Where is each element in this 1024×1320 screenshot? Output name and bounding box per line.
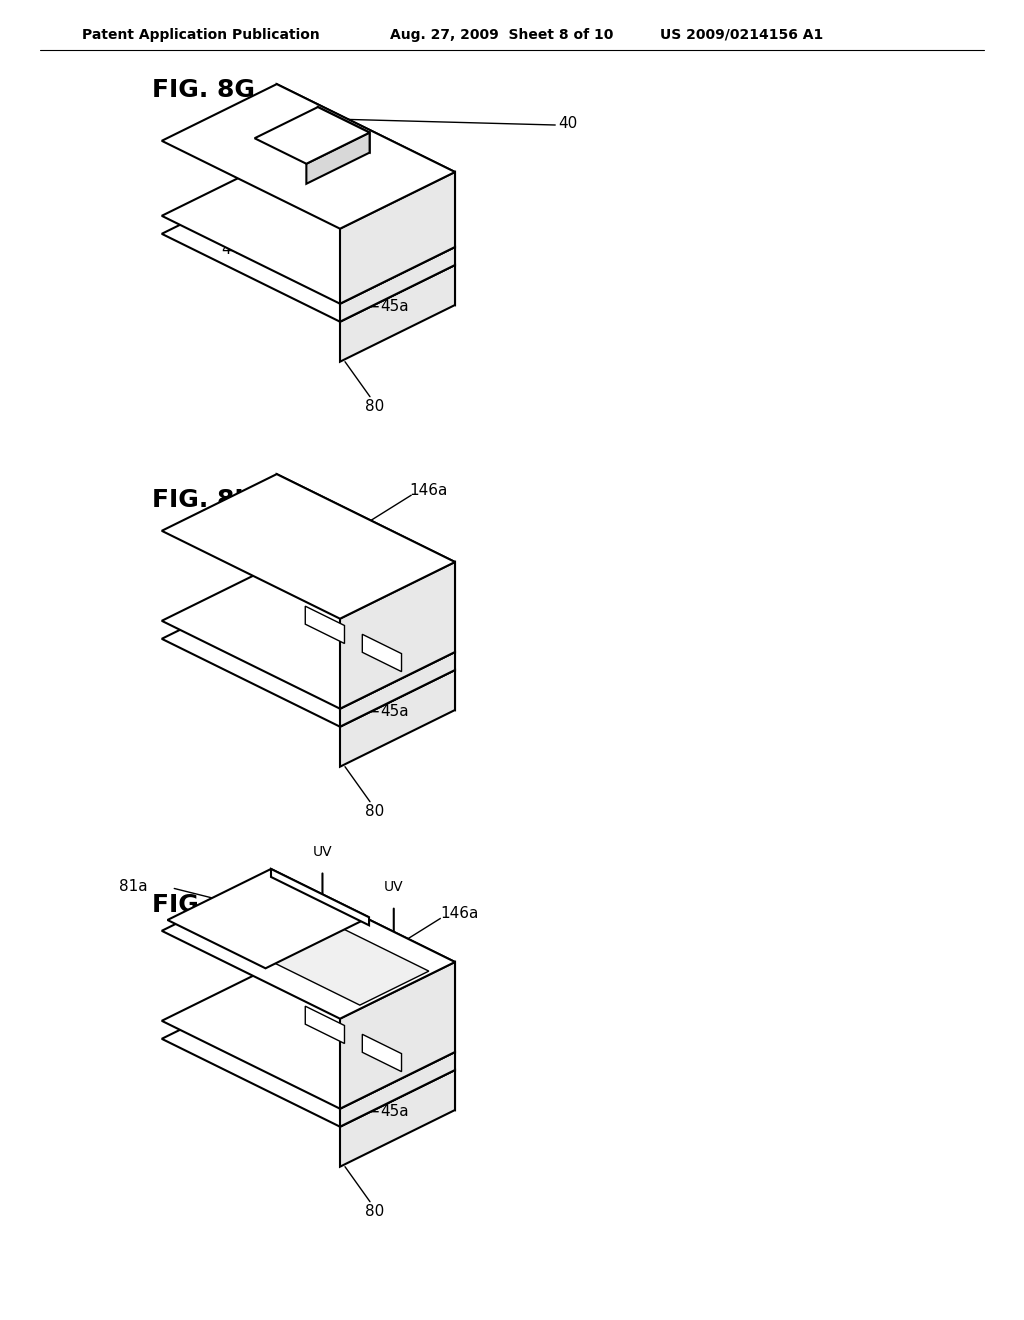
Polygon shape bbox=[305, 1006, 344, 1044]
Polygon shape bbox=[208, 896, 429, 1005]
Text: 45a: 45a bbox=[380, 300, 409, 314]
Polygon shape bbox=[276, 160, 455, 265]
Polygon shape bbox=[168, 869, 369, 969]
Polygon shape bbox=[340, 1052, 455, 1127]
Text: 80: 80 bbox=[365, 399, 384, 414]
Text: 45b: 45b bbox=[380, 611, 409, 626]
Text: Aug. 27, 2009  Sheet 8 of 10: Aug. 27, 2009 Sheet 8 of 10 bbox=[390, 28, 613, 42]
Polygon shape bbox=[340, 671, 455, 767]
Polygon shape bbox=[340, 652, 455, 727]
Polygon shape bbox=[340, 562, 455, 709]
Polygon shape bbox=[162, 964, 455, 1109]
Polygon shape bbox=[305, 606, 344, 644]
Text: FIG. 8G: FIG. 8G bbox=[152, 78, 255, 102]
Polygon shape bbox=[276, 964, 455, 1071]
Text: US 2009/0214156 A1: US 2009/0214156 A1 bbox=[660, 28, 823, 42]
Text: 146a: 146a bbox=[409, 483, 447, 498]
Polygon shape bbox=[162, 474, 455, 619]
Text: 45b: 45b bbox=[380, 222, 409, 236]
Polygon shape bbox=[162, 177, 455, 322]
Text: 146a: 146a bbox=[440, 906, 478, 921]
Polygon shape bbox=[162, 582, 455, 727]
Polygon shape bbox=[362, 635, 401, 672]
Polygon shape bbox=[276, 177, 455, 305]
Polygon shape bbox=[276, 564, 455, 671]
Polygon shape bbox=[276, 84, 455, 247]
Text: 40: 40 bbox=[558, 116, 578, 131]
Polygon shape bbox=[162, 84, 455, 228]
Polygon shape bbox=[340, 1071, 455, 1167]
Polygon shape bbox=[340, 265, 455, 362]
Polygon shape bbox=[255, 107, 370, 164]
Text: FIG. 8I: FIG. 8I bbox=[152, 894, 244, 917]
Text: 80: 80 bbox=[365, 804, 384, 820]
Polygon shape bbox=[162, 982, 455, 1127]
Text: Patent Application Publication: Patent Application Publication bbox=[82, 28, 319, 42]
Text: 45b: 45b bbox=[380, 1011, 409, 1026]
Text: UV: UV bbox=[312, 845, 332, 859]
Text: 45a: 45a bbox=[380, 704, 409, 719]
Polygon shape bbox=[276, 474, 455, 652]
Text: UV: UV bbox=[384, 880, 403, 894]
Text: 44: 44 bbox=[222, 242, 241, 256]
Polygon shape bbox=[276, 582, 455, 710]
Polygon shape bbox=[276, 874, 455, 1052]
Text: FIG. 8H: FIG. 8H bbox=[152, 488, 255, 512]
Polygon shape bbox=[340, 172, 455, 304]
Polygon shape bbox=[306, 132, 370, 183]
Text: 81a: 81a bbox=[119, 879, 147, 894]
Polygon shape bbox=[340, 962, 455, 1109]
Polygon shape bbox=[162, 564, 455, 709]
Text: 80: 80 bbox=[365, 1204, 384, 1220]
Polygon shape bbox=[276, 982, 455, 1110]
Polygon shape bbox=[340, 247, 455, 322]
Polygon shape bbox=[317, 107, 370, 153]
Polygon shape bbox=[162, 160, 455, 304]
Polygon shape bbox=[362, 1035, 401, 1072]
Polygon shape bbox=[271, 869, 369, 925]
Polygon shape bbox=[162, 874, 455, 1019]
Text: 45a: 45a bbox=[380, 1105, 409, 1119]
